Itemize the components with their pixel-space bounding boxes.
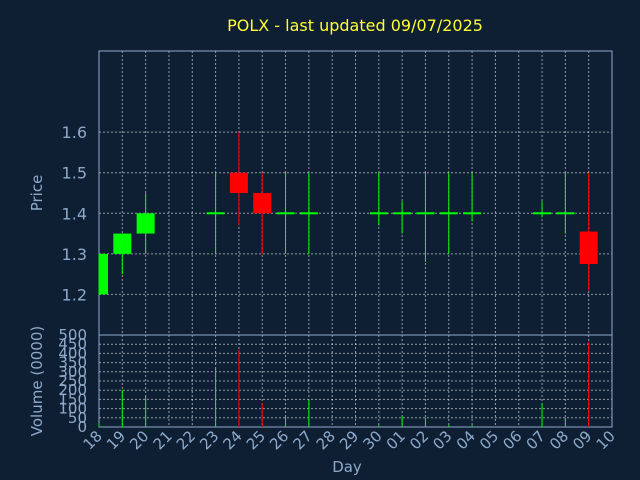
candle-body xyxy=(416,212,435,215)
price-y-tick-label: 1.2 xyxy=(62,285,87,304)
candle-body xyxy=(99,253,108,295)
candles xyxy=(98,132,598,295)
candle-23 xyxy=(206,172,225,254)
x-tick-label: 19 xyxy=(103,427,129,453)
price-y-ticks: 1.2 1.3 1.4 1.5 1.6 xyxy=(62,123,87,304)
candle-09 xyxy=(579,172,598,291)
x-tick-label: 22 xyxy=(173,427,199,453)
volume-y-tick-label: 0 xyxy=(77,418,87,436)
candle-body xyxy=(299,212,318,215)
volume-y-tick-label: 400 xyxy=(58,344,87,362)
candle-body xyxy=(113,233,132,254)
candle-01 xyxy=(393,201,412,234)
volume-y-tick-label: 300 xyxy=(58,363,87,381)
candle-body xyxy=(369,212,388,215)
price-axis-label: Price xyxy=(28,175,46,212)
candle-body xyxy=(136,213,155,234)
x-tick-label: 28 xyxy=(313,427,339,453)
candle-24 xyxy=(229,132,248,226)
volume-y-tick-label: 500 xyxy=(58,326,87,344)
x-tick-label: 01 xyxy=(383,427,409,453)
volume-panel-frame xyxy=(98,334,613,428)
volume-y-tick-label: 200 xyxy=(58,381,87,399)
candle-02 xyxy=(416,172,435,262)
price-grid xyxy=(99,51,612,335)
x-tick-label: 27 xyxy=(289,427,315,453)
x-tick-label: 06 xyxy=(499,427,525,453)
x-tick-label: 08 xyxy=(546,427,572,453)
volume-y-tick-label: 450 xyxy=(58,335,87,353)
volume-y-tick-label: 50 xyxy=(68,409,87,427)
x-tick-label: 09 xyxy=(569,427,595,453)
price-y-tick-label: 1.5 xyxy=(62,164,87,183)
candle-03 xyxy=(439,172,458,254)
x-axis-label: Day xyxy=(332,458,362,476)
x-tick-label: 26 xyxy=(266,427,292,453)
x-tick-label: 03 xyxy=(429,427,455,453)
x-tick-label: 24 xyxy=(220,427,246,453)
candle-20 xyxy=(136,193,155,254)
candle-body xyxy=(206,212,225,215)
volume-axis-label: Volume (0000) xyxy=(28,326,46,436)
candle-18 xyxy=(98,253,108,295)
x-tick-label: 30 xyxy=(359,427,385,453)
candle-body xyxy=(253,193,272,214)
volume-y-tick-label: 100 xyxy=(58,400,87,418)
x-ticks: 1819202122232425262728293001020304050607… xyxy=(80,427,619,453)
candle-30 xyxy=(369,172,388,226)
price-y-tick-label: 1.4 xyxy=(62,204,87,223)
x-tick-label: 25 xyxy=(243,427,269,453)
candle-07 xyxy=(533,201,552,218)
candle-body xyxy=(276,212,295,215)
price-y-tick-label: 1.3 xyxy=(62,245,87,264)
candle-body xyxy=(579,231,598,264)
volume-y-tick-label: 350 xyxy=(58,354,87,372)
candle-body xyxy=(463,212,482,215)
candle-body xyxy=(556,212,575,215)
volume-y-tick-label: 250 xyxy=(58,372,87,390)
candle-08 xyxy=(556,172,575,234)
candle-26 xyxy=(276,172,295,254)
x-tick-label: 23 xyxy=(196,427,222,453)
x-tick-label: 29 xyxy=(336,427,362,453)
candle-body xyxy=(393,212,412,215)
x-tick-label: 05 xyxy=(476,427,502,453)
x-tick-label: 10 xyxy=(593,427,619,453)
x-tick-label: 20 xyxy=(126,427,152,453)
x-tick-label: 02 xyxy=(406,427,432,453)
x-tick-label: 04 xyxy=(453,427,479,453)
volume-bars xyxy=(98,342,590,427)
x-tick-label: 07 xyxy=(523,427,549,453)
candle-27 xyxy=(299,172,318,254)
candle-body xyxy=(533,212,552,215)
candle-body xyxy=(229,172,248,193)
candle-19 xyxy=(113,233,132,275)
price-y-tick-label: 1.6 xyxy=(62,123,87,142)
volume-y-tick-label: 150 xyxy=(58,390,87,408)
candle-25 xyxy=(253,172,272,254)
candle-04 xyxy=(463,172,482,222)
chart-title: POLX - last updated 09/07/2025 xyxy=(227,16,483,35)
candle-body xyxy=(439,212,458,215)
x-tick-label: 21 xyxy=(150,427,176,453)
volume-grid xyxy=(99,335,612,427)
